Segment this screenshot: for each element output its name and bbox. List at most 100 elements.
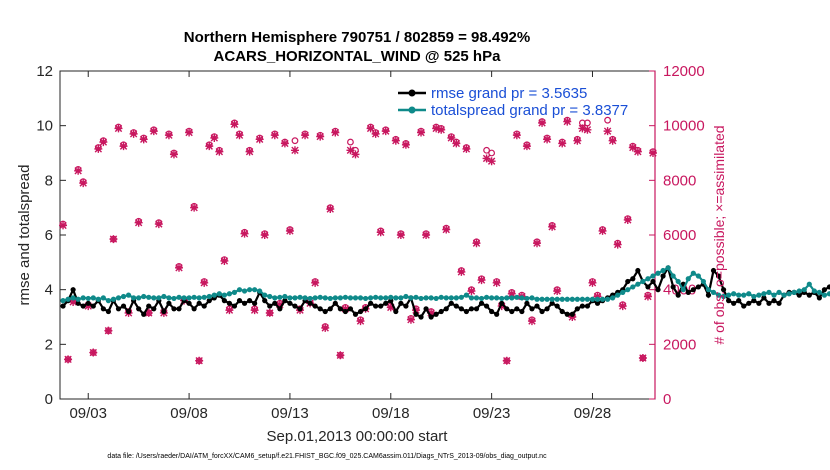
rmse-point (403, 303, 409, 309)
rmse-point (115, 306, 122, 312)
rmse-point (806, 292, 812, 298)
totalspread-point (312, 295, 318, 301)
obs-assimilated-point (548, 222, 557, 231)
rmse-point (494, 311, 500, 317)
rmse-point (70, 287, 76, 293)
x-tick-label: 09/08 (170, 405, 208, 422)
y-axis-ticks: 0 2 4 6 8 10 12 (36, 63, 66, 408)
totalspread-point (327, 295, 333, 302)
totalspread-point (125, 292, 132, 298)
rmse-point (277, 306, 283, 312)
obs-assimilated-point (190, 203, 199, 212)
totalspread-point (241, 288, 248, 294)
totalspread-point (413, 294, 419, 300)
rmse-point (161, 308, 167, 315)
obs-assimilated-point (255, 135, 264, 144)
rmse-point (342, 308, 348, 315)
totalspread-point (731, 291, 737, 297)
obs-assimilated-point (235, 131, 244, 140)
rmse-point (736, 298, 742, 304)
totalspread-point (519, 295, 525, 301)
plot-frame (59, 70, 656, 400)
totalspread-point (579, 296, 585, 302)
rmse-point (690, 287, 696, 293)
obs-assimilated-point (558, 139, 567, 148)
totalspread-point (463, 292, 470, 298)
obs-assimilated-point (341, 304, 350, 313)
obs-assimilated-point (275, 300, 284, 309)
obs-assimilated-point (411, 306, 420, 315)
totalspread-point (630, 284, 636, 290)
totalspread-point (151, 295, 157, 301)
obs-assimilated-point (492, 278, 501, 287)
rmse-point (272, 300, 278, 306)
y-right-tick-label: 12000 (663, 63, 705, 80)
totalspread-point (715, 292, 722, 298)
rmse-point (514, 306, 520, 312)
obs-possible-point (483, 146, 490, 154)
totalspread-point (645, 276, 651, 282)
totalspread-point (826, 291, 830, 297)
totalspread-point (584, 296, 591, 302)
obs-assimilated-point (487, 157, 496, 166)
obs-assimilated-point (129, 129, 138, 138)
obs-assimilated-point (336, 351, 345, 360)
obs-assimilated-point (154, 220, 163, 229)
totalspread-point (509, 295, 515, 301)
rmse-point (241, 300, 248, 306)
obs-assimilated-point (250, 306, 259, 315)
obs-possible-point (291, 137, 299, 145)
x-tick-label: 09/28 (574, 405, 612, 422)
rmse-point (423, 306, 429, 312)
totalspread-point (690, 270, 696, 276)
y-right-tick-label: 6000 (663, 227, 696, 244)
rmse-point (297, 306, 303, 312)
totalspread-point (357, 295, 364, 301)
totalspread-point (342, 294, 348, 300)
obs-assimilated-point (376, 228, 385, 237)
rmse-point (75, 300, 81, 306)
rmse-point (125, 308, 132, 315)
rmse-point (312, 303, 318, 309)
totalspread-point (559, 296, 565, 302)
obs-assimilated-point (462, 144, 471, 153)
obs-assimilated-point (578, 124, 587, 133)
rmse-point (352, 311, 359, 317)
totalspread-point (352, 295, 359, 301)
totalspread-point (176, 294, 182, 300)
rmse-point (151, 306, 157, 312)
totalspread-point (90, 295, 96, 301)
rmse-point (715, 273, 722, 279)
obs-assimilated-point (164, 131, 173, 140)
rmse-point (85, 300, 91, 306)
rmse-point (378, 303, 384, 309)
rmse-point (433, 311, 439, 317)
totalspread-point (524, 295, 530, 302)
totalspread-point (806, 281, 812, 287)
totalspread-point (136, 295, 142, 301)
rmse-point (741, 303, 747, 309)
obs-assimilated-point (396, 231, 405, 239)
totalspread-point (332, 295, 338, 301)
totalspread-point (398, 295, 404, 301)
rmse-point (478, 300, 485, 306)
obs-assimilated-point (114, 124, 123, 133)
rmse-point (635, 267, 641, 274)
rmse-point (176, 306, 182, 312)
rmse-point (731, 300, 737, 306)
totalspread-point (710, 289, 717, 295)
obs-assimilated-point (285, 226, 294, 235)
rmse-point (90, 303, 96, 309)
obs-assimilated-point (59, 221, 68, 230)
rmse-point (332, 300, 338, 306)
totalspread-point (564, 296, 570, 302)
rmse-point (398, 300, 404, 306)
totalspread-point (453, 295, 459, 301)
totalspread-point (504, 295, 510, 301)
data-file-footnote: data file: /Users/raeder/DAI/ATM_forcXX/… (107, 453, 547, 460)
rmse-point (489, 308, 495, 315)
totalspread-point (211, 292, 217, 298)
rmse-point (670, 284, 676, 290)
totalspread-point (726, 292, 732, 298)
